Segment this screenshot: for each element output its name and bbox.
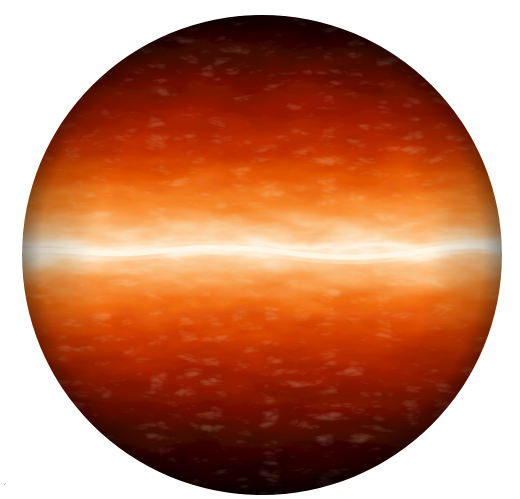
corner-mark: ´ xyxy=(2,483,7,494)
limb-shading xyxy=(22,15,502,495)
